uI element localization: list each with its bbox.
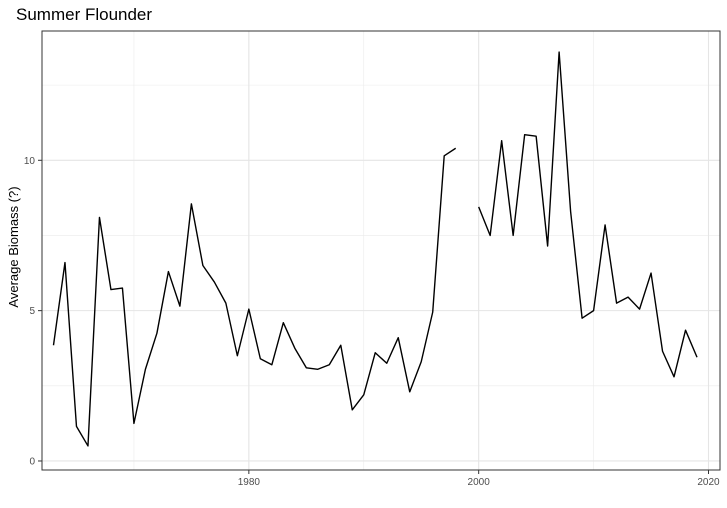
grid-lines bbox=[42, 31, 720, 470]
x-tick-label: 1980 bbox=[238, 477, 261, 488]
x-tick-label: 2000 bbox=[468, 477, 491, 488]
chart-title: Summer Flounder bbox=[16, 5, 152, 24]
y-tick-label: 10 bbox=[24, 156, 36, 167]
axis-ticks: 0 5 10 1980 2000 2020 bbox=[24, 156, 720, 488]
y-tick-label: 0 bbox=[29, 456, 35, 467]
y-axis-label: Average Biomass (?) bbox=[6, 186, 21, 307]
series-line-segment bbox=[52, 147, 457, 447]
y-tick-label: 5 bbox=[29, 306, 35, 317]
series-line-segment bbox=[478, 51, 698, 378]
plot-border bbox=[41, 30, 721, 471]
plot-panel bbox=[42, 31, 720, 470]
x-tick-label: 2020 bbox=[697, 477, 720, 488]
series-lines bbox=[52, 51, 698, 447]
